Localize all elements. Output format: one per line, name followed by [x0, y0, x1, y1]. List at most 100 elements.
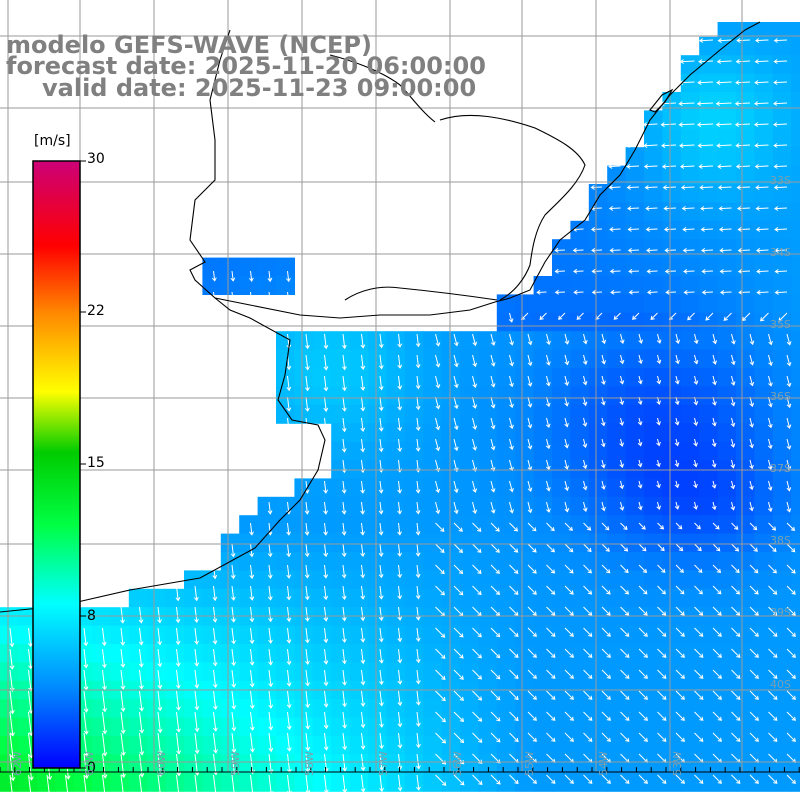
wind-arrow	[453, 354, 459, 368]
wind-arrow	[693, 375, 699, 385]
wind-arrow	[749, 354, 755, 366]
wind-arrow	[157, 627, 163, 646]
wind-speed-cell	[607, 533, 627, 553]
wind-arrow	[527, 732, 537, 742]
wind-speed-cell	[644, 165, 663, 185]
wind-arrow	[564, 543, 574, 553]
wind-arrow	[231, 606, 236, 623]
wind-arrow	[453, 480, 459, 494]
wind-speed-cell	[625, 257, 645, 277]
wind-arrow	[786, 711, 796, 721]
wind-arrow	[650, 312, 658, 321]
wind-arrow	[545, 396, 551, 408]
wind-speed-cell	[588, 404, 608, 424]
wind-arrow	[360, 732, 366, 750]
wind-speed-cell	[0, 699, 19, 719]
wind-speed-cell	[625, 276, 645, 295]
wind-speed-cell	[294, 607, 314, 627]
wind-arrow	[711, 417, 717, 427]
wind-arrow	[773, 206, 788, 211]
wind-arrow	[453, 564, 464, 575]
wind-speed-cell	[312, 478, 332, 498]
wind-speed-cell	[441, 717, 461, 737]
wind-arrow	[304, 501, 310, 515]
wind-speed-cell	[257, 496, 277, 516]
wind-speed-cell	[386, 570, 406, 590]
wind-speed-cell	[644, 607, 663, 627]
wind-arrow	[83, 753, 89, 780]
wind-speed-cell	[220, 607, 240, 627]
wind-arrow	[749, 543, 758, 552]
wind-arrow	[360, 774, 366, 793]
wind-speed-cell	[404, 607, 424, 627]
wind-speed-cell	[276, 533, 295, 553]
wind-arrow	[583, 585, 593, 595]
wind-speed-cell	[368, 662, 387, 682]
wind-arrow	[749, 501, 754, 512]
wind-speed-cell	[570, 404, 590, 424]
latitude-label: 34S	[770, 246, 791, 259]
wind-arrow	[628, 289, 640, 295]
wind-arrow	[194, 606, 199, 623]
wind-arrow	[731, 648, 741, 658]
wind-arrow	[661, 143, 677, 149]
wind-arrow	[305, 711, 311, 730]
wind-speed-cell	[478, 570, 498, 590]
wind-speed-cell	[331, 754, 351, 774]
lat-lon-grid	[0, 0, 800, 773]
wind-arrow	[28, 690, 34, 714]
wind-speed-cell	[570, 239, 590, 259]
wind-speed-cell	[717, 570, 737, 590]
wind-arrow	[341, 480, 347, 494]
wind-arrow	[638, 543, 647, 552]
wind-speed-cell	[607, 276, 627, 295]
wind-speed-cell	[184, 625, 203, 645]
wind-speed-cell	[570, 331, 590, 351]
wind-speed-cell	[754, 349, 774, 369]
wind-speed-cell	[73, 772, 93, 792]
wind-speed-cell	[772, 220, 792, 240]
wind-arrow	[268, 774, 274, 796]
wind-speed-cell	[441, 386, 461, 406]
wind-speed-cell	[349, 349, 369, 369]
wind-arrow	[138, 648, 144, 668]
wind-speed-cell	[276, 552, 295, 571]
wind-speed-cell	[754, 772, 774, 792]
wind-speed-cell	[368, 772, 387, 792]
wind-speed-cell	[699, 772, 719, 792]
wind-speed-cell	[791, 220, 800, 240]
wind-arrow	[230, 270, 236, 282]
wind-arrow	[415, 417, 421, 431]
wind-speed-cell	[791, 147, 800, 167]
wind-speed-cell	[644, 772, 663, 792]
wind-arrow	[546, 522, 555, 532]
wind-arrow	[341, 417, 347, 433]
longitude-label: 60W	[155, 751, 168, 776]
wind-speed-cell	[552, 496, 571, 516]
wind-speed-cell	[460, 349, 479, 369]
wind-arrow	[267, 270, 273, 283]
wind-speed-cell	[404, 478, 424, 498]
wind-speed-cell	[404, 699, 424, 719]
wind-arrow	[767, 417, 773, 429]
wind-speed-cell	[460, 533, 479, 553]
wind-arrow	[435, 669, 446, 681]
wind-arrow	[341, 501, 347, 515]
wind-speed-cell	[349, 404, 369, 424]
wind-arrow	[786, 354, 792, 367]
wind-arrow	[767, 438, 773, 450]
wind-speed-cell	[772, 202, 792, 222]
wind-arrow	[472, 543, 482, 553]
wind-speed-cell	[92, 662, 111, 682]
wind-speed-cell	[772, 625, 792, 645]
colorbar-tick-label: 8	[87, 608, 96, 624]
wind-arrow	[711, 480, 717, 489]
wind-speed-cell	[257, 772, 277, 792]
wind-arrow	[754, 38, 769, 43]
wind-arrow	[490, 669, 501, 680]
wind-speed-cell	[552, 625, 571, 645]
wind-arrow	[700, 206, 714, 211]
wind-speed-cell	[515, 754, 535, 774]
wind-arrow	[583, 711, 593, 721]
wind-speed-cell	[515, 588, 535, 608]
